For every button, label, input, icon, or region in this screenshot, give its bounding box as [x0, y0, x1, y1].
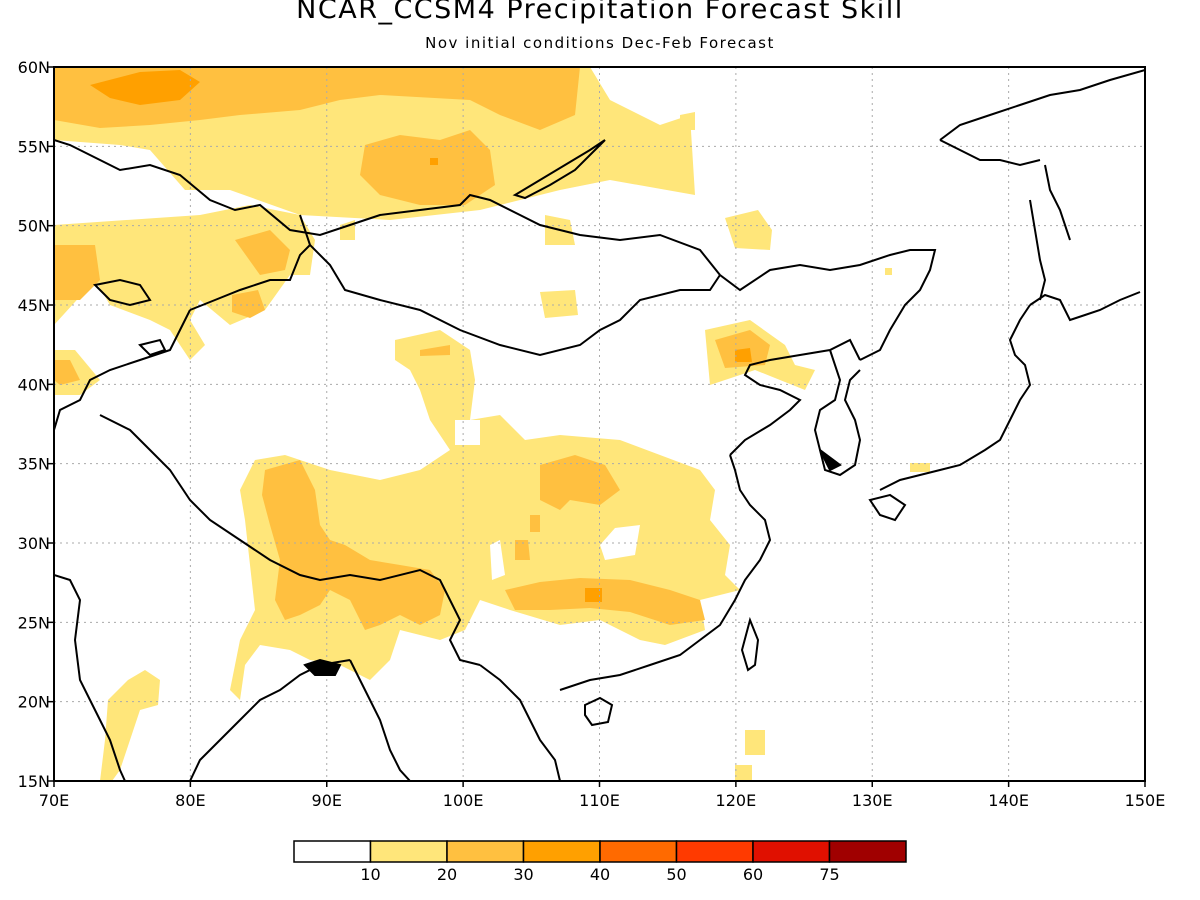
- legend-swatch: [293, 840, 372, 863]
- y-tick-label: 50N: [18, 217, 50, 236]
- x-tick-label: 150E: [1125, 791, 1166, 810]
- legend-label: 10: [360, 865, 380, 884]
- x-axis-labels: 70E 80E 90E 100E 110E 120E 130E 140E 150E: [39, 791, 1166, 810]
- graticule: [54, 67, 1145, 781]
- legend-swatch: [675, 840, 754, 863]
- color-legend: 10 20 30 40 50 60 75: [293, 840, 907, 884]
- y-tick-label: 60N: [18, 58, 50, 77]
- y-tick-label: 40N: [18, 375, 50, 394]
- shading-20-30: [54, 67, 770, 630]
- y-tick-label: 20N: [18, 693, 50, 712]
- legend-swatch: [828, 840, 907, 863]
- y-tick-label: 30N: [18, 534, 50, 553]
- x-tick-label: 100E: [443, 791, 484, 810]
- legend-label: 60: [743, 865, 763, 884]
- skill-shading: [54, 67, 930, 781]
- x-tick-label: 120E: [716, 791, 757, 810]
- x-tick-label: 110E: [579, 791, 620, 810]
- legend-swatch: [522, 840, 601, 863]
- x-tick-label: 90E: [312, 791, 342, 810]
- y-axis-labels: 15N 20N 25N 30N 35N 40N 45N 50N 55N 60N: [18, 58, 50, 791]
- legend-swatch: [446, 840, 525, 863]
- legend-label: 40: [590, 865, 610, 884]
- y-axis-ticks: [48, 66, 54, 782]
- x-tick-label: 140E: [988, 791, 1029, 810]
- coastlines: [54, 69, 1145, 781]
- x-axis-ticks: [53, 781, 1146, 787]
- y-tick-label: 25N: [18, 613, 50, 632]
- map-subtitle: Nov initial conditions Dec-Feb Forecast: [425, 34, 775, 52]
- legend-label: 30: [513, 865, 533, 884]
- legend-label: 75: [819, 865, 839, 884]
- legend-swatch: [369, 840, 448, 863]
- x-tick-label: 130E: [852, 791, 893, 810]
- x-tick-label: 70E: [39, 791, 69, 810]
- x-tick-label: 80E: [175, 791, 205, 810]
- shading-30-40: [90, 70, 752, 602]
- legend-swatch: [599, 840, 678, 863]
- legend-label: 20: [437, 865, 457, 884]
- y-tick-label: 35N: [18, 455, 50, 474]
- legend-swatch: [752, 840, 831, 863]
- legend-label: 50: [666, 865, 686, 884]
- map-title: NCAR_CCSM4 Precipitation Forecast Skill: [296, 0, 904, 25]
- y-tick-label: 45N: [18, 296, 50, 315]
- y-tick-label: 15N: [18, 772, 50, 791]
- y-tick-label: 55N: [18, 137, 50, 156]
